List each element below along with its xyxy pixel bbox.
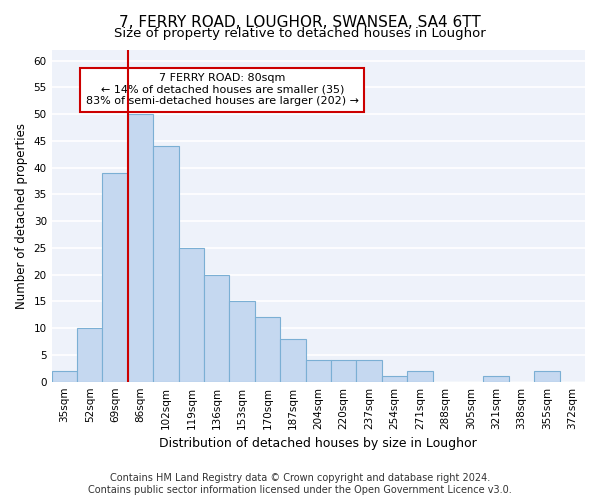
Bar — [356, 360, 382, 382]
Bar — [534, 371, 560, 382]
Y-axis label: Number of detached properties: Number of detached properties — [15, 123, 28, 309]
Text: 7, FERRY ROAD, LOUGHOR, SWANSEA, SA4 6TT: 7, FERRY ROAD, LOUGHOR, SWANSEA, SA4 6TT — [119, 15, 481, 30]
Text: 7 FERRY ROAD: 80sqm
← 14% of detached houses are smaller (35)
83% of semi-detach: 7 FERRY ROAD: 80sqm ← 14% of detached ho… — [86, 73, 359, 106]
Bar — [484, 376, 509, 382]
Bar — [103, 173, 128, 382]
Bar — [255, 318, 280, 382]
Bar — [407, 371, 433, 382]
Bar — [382, 376, 407, 382]
Bar — [77, 328, 103, 382]
Bar — [280, 339, 305, 382]
Bar — [153, 146, 179, 382]
Bar — [331, 360, 356, 382]
Bar — [128, 114, 153, 382]
Bar — [179, 248, 204, 382]
Bar — [305, 360, 331, 382]
Text: Contains HM Land Registry data © Crown copyright and database right 2024.
Contai: Contains HM Land Registry data © Crown c… — [88, 474, 512, 495]
Bar — [52, 371, 77, 382]
Text: Size of property relative to detached houses in Loughor: Size of property relative to detached ho… — [114, 28, 486, 40]
X-axis label: Distribution of detached houses by size in Loughor: Distribution of detached houses by size … — [160, 437, 477, 450]
Bar — [229, 302, 255, 382]
Bar — [204, 274, 229, 382]
